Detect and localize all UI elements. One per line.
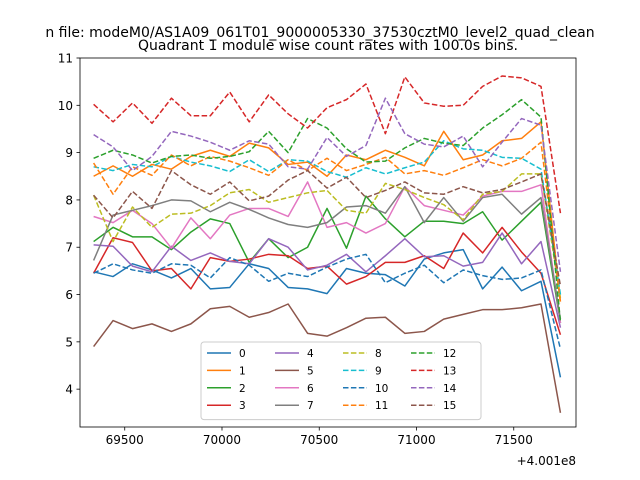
series-line-4	[93, 232, 562, 328]
legend-label-4: 4	[307, 348, 314, 360]
series-line-5	[93, 303, 562, 413]
legend-label-15: 15	[443, 400, 456, 412]
series-line-15	[93, 169, 562, 287]
legend-label-13: 13	[443, 365, 456, 377]
legend-label-5: 5	[307, 365, 314, 377]
series-line-14	[93, 97, 562, 272]
series-line-12	[93, 98, 562, 323]
series-line-7	[92, 185, 562, 320]
y-tick-label: 11	[58, 52, 73, 66]
series-line-11	[92, 141, 562, 304]
legend-label-6: 6	[307, 383, 314, 395]
x-tick-label: 70000	[203, 433, 241, 447]
x-tick-label: 71000	[397, 433, 435, 447]
series-line-3	[92, 226, 562, 335]
axes: 69500 70000 70500 71000 715004567891011+4.00…	[58, 52, 577, 468]
legend-label-7: 7	[307, 400, 314, 412]
x-tick-label: 69500	[106, 433, 144, 447]
y-tick-label: 7	[65, 241, 73, 255]
plot-area	[92, 75, 562, 413]
legend-label-10: 10	[375, 383, 388, 395]
series-line-8	[92, 173, 562, 299]
series-line-13	[93, 75, 562, 214]
legend-label-9: 9	[375, 365, 382, 377]
y-tick-label: 8	[65, 193, 73, 207]
series-line-6	[93, 181, 562, 324]
legend-label-12: 12	[443, 348, 456, 360]
legend-label-0: 0	[239, 348, 246, 360]
y-tick-label: 5	[65, 335, 73, 349]
chart-title: Quadrant 1 module wise count rates with …	[138, 38, 518, 54]
legend-label-1: 1	[239, 365, 246, 377]
y-tick-label: 10	[58, 99, 73, 113]
x-offset-label: +4.001e8	[517, 454, 576, 468]
legend-label-11: 11	[375, 400, 388, 412]
series-line-1	[93, 121, 562, 302]
y-tick-label: 6	[65, 288, 73, 302]
x-tick-label: 70500	[300, 433, 338, 447]
axes-frame	[79, 57, 577, 428]
legend-label-3: 3	[239, 400, 246, 412]
figure-suptitle: n file: modeM0/AS1A09_061T01_9000005330_…	[45, 25, 594, 41]
series-line-10	[93, 253, 562, 350]
legend-label-8: 8	[375, 348, 382, 360]
legend-box	[200, 341, 482, 421]
series-lines	[92, 75, 562, 413]
series-line-2	[93, 195, 562, 324]
y-tick-label: 4	[65, 383, 73, 397]
legend-label-2: 2	[239, 383, 246, 395]
y-tick-label: 9	[65, 146, 73, 160]
series-line-0	[93, 248, 562, 378]
x-tick-label: 71500	[495, 433, 533, 447]
legend-label-14: 14	[443, 383, 457, 395]
